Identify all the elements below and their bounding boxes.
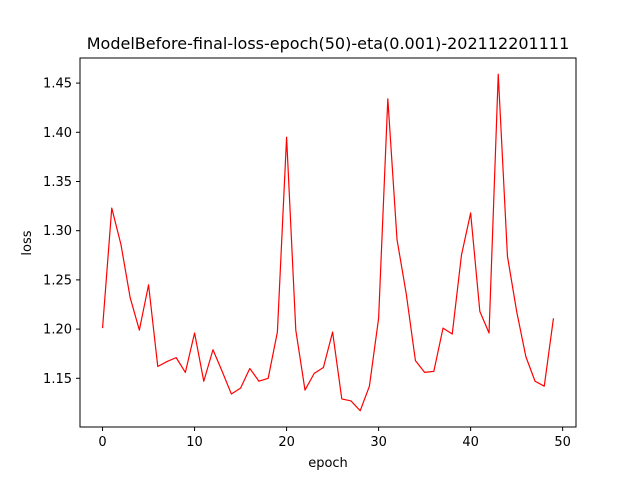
x-tick-label: 20 [278, 435, 295, 450]
axes-frame [79, 57, 577, 428]
x-axis-label: epoch [308, 456, 348, 471]
y-tick-label: 1.25 [43, 273, 72, 288]
x-tick-label: 50 [554, 435, 571, 450]
x-tick-label: 30 [370, 435, 387, 450]
y-tick-label: 1.15 [43, 372, 72, 387]
x-tick-label: 40 [462, 435, 479, 450]
plot-area [101, 73, 555, 412]
y-axis-ticks: 1.15 1.20 1.25 1.30 1.35 1.40 1.45 [43, 77, 80, 387]
y-tick-label: 1.20 [43, 323, 72, 338]
y-tick-label: 1.40 [43, 126, 72, 141]
y-axis-label: loss [20, 230, 35, 255]
y-tick-label: 1.30 [43, 224, 72, 239]
loss-series-line [101, 73, 555, 412]
x-axis-ticks: 0 10 20 30 40 50 [98, 427, 571, 450]
x-tick-label: 0 [98, 435, 106, 450]
x-tick-label: 10 [186, 435, 203, 450]
chart-title: ModelBefore-final-loss-epoch(50)-eta(0.0… [87, 34, 570, 53]
y-tick-label: 1.35 [43, 175, 72, 190]
y-tick-label: 1.45 [43, 77, 72, 92]
